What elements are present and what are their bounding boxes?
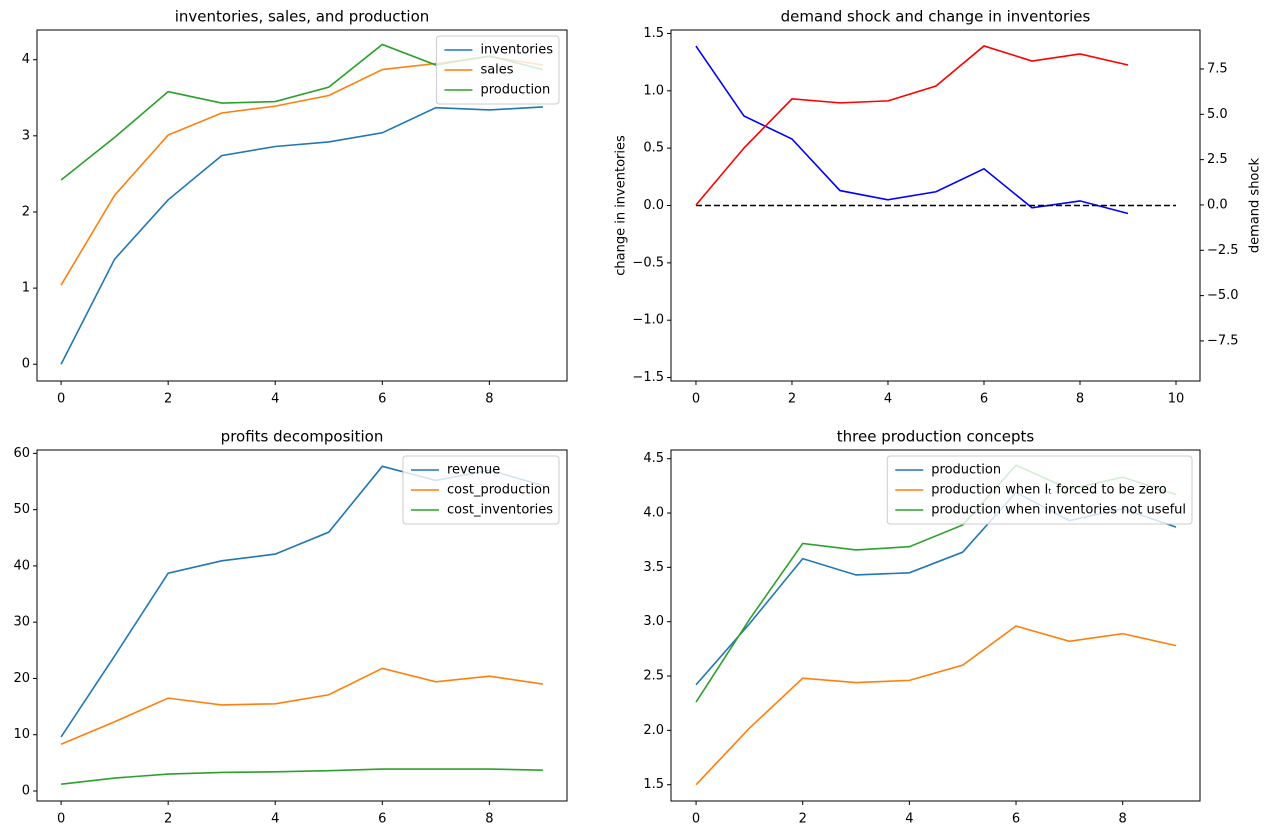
y2-axis-label: demand shock	[1248, 157, 1263, 253]
x-tick-label: 4	[884, 392, 892, 407]
subplot: demand shock and change in inventories 0 2…	[614, 8, 1263, 407]
legend-frame	[886, 455, 1193, 525]
subplot-title: three production concepts	[837, 428, 1035, 446]
x-tick-label: 8	[485, 392, 493, 407]
y-tick-label: 1.0	[643, 83, 664, 98]
x-tick-label: 8	[1076, 392, 1084, 407]
x-tick-label: 6	[1012, 812, 1020, 827]
subplot-title: inventories, sales, and production	[175, 8, 430, 26]
legend-label: production when Iₜ forced to be zero	[931, 483, 1167, 498]
y-tick-label: 2.0	[643, 723, 664, 738]
y-tick-label: 2	[22, 204, 30, 219]
x-tick-label: 2	[164, 392, 172, 407]
x-tick-label: 4	[905, 812, 913, 827]
y-tick-label: 1.5	[643, 777, 664, 792]
legend: production production when Iₜ forced to b…	[886, 455, 1193, 525]
legend-frame	[435, 35, 560, 105]
y-tick-label: 30	[13, 615, 30, 630]
legend: inventories sales production	[435, 35, 560, 105]
y-tick-label: 10	[13, 727, 30, 742]
x-tick-label: 6	[980, 392, 988, 407]
y-tick-label: 3	[22, 128, 30, 143]
y-tick-label: 4	[22, 52, 30, 67]
x-tick-label: 2	[164, 812, 172, 827]
legend: revenue cost_production cost_inventories	[402, 455, 560, 525]
legend-label: production	[931, 463, 1001, 478]
y-tick-label: 3.0	[643, 614, 664, 629]
y-tick-label: 60	[13, 446, 30, 461]
legend-label: inventories	[480, 43, 553, 58]
axes-frame	[36, 29, 568, 382]
y-tick-label: 4.0	[643, 506, 664, 521]
subplot: profits decomposition 0 2 4 6 8 0 10 20 30 40 50 60 r…	[13, 428, 568, 827]
series-line	[695, 45, 1129, 206]
y-tick-label: −1.5	[632, 370, 664, 385]
legend-label: production when inventories not useful	[931, 503, 1186, 518]
x-tick-label: 0	[57, 392, 65, 407]
y-axis-label: change in inventories	[614, 135, 629, 276]
x-tick-label: 6	[378, 812, 386, 827]
x-tick-label: 2	[799, 812, 807, 827]
y2-tick-label: −5.0	[1207, 288, 1239, 303]
y-tick-label: 3.5	[643, 560, 664, 575]
x-tick-label: 10	[1168, 392, 1185, 407]
subplot-title: demand shock and change in inventories	[781, 8, 1091, 26]
x-tick-label: 8	[1119, 812, 1127, 827]
axes-frame	[36, 449, 568, 802]
y2-tick-label: −2.5	[1207, 243, 1239, 258]
legend-label: production	[480, 83, 550, 98]
y-tick-label: 4.5	[643, 451, 664, 466]
subplot-title: profits decomposition	[221, 428, 384, 446]
axes-frame	[670, 449, 1201, 802]
y-tick-label: −0.5	[632, 255, 664, 270]
x-tick-label: 2	[788, 392, 796, 407]
y-tick-label: 50	[13, 502, 30, 517]
axes-frame	[670, 29, 1201, 382]
y2-tick-label: 2.5	[1207, 152, 1228, 167]
y2-tick-label: −7.5	[1207, 333, 1239, 348]
y-tick-label: −1.0	[632, 313, 664, 328]
y-tick-label: 1.5	[643, 26, 664, 41]
legend-label: cost_production	[447, 483, 550, 498]
x-tick-label: 8	[485, 812, 493, 827]
series-line	[60, 768, 543, 786]
series-line	[695, 625, 1177, 786]
y2-tick-label: 5.0	[1207, 107, 1228, 122]
y-tick-label: 1	[22, 281, 30, 296]
y2-tick-label: 0.0	[1207, 197, 1228, 212]
subplot: three production concepts 0 2 4 6 8 1.5 2.0 2.5 3…	[643, 428, 1201, 827]
y-tick-label: 2.5	[643, 669, 664, 684]
y-tick-label: 0	[22, 783, 30, 798]
legend-frame	[402, 455, 560, 525]
series-line	[695, 45, 1129, 215]
subplot: inventories, sales, and production 0 2 4 6 8 0…	[22, 8, 568, 407]
legend-label: sales	[480, 63, 513, 78]
legend-label: cost_inventories	[447, 503, 553, 518]
x-tick-label: 4	[271, 392, 279, 407]
y2-tick-label: 7.5	[1207, 61, 1228, 76]
y-tick-label: 0.5	[643, 141, 664, 156]
x-tick-label: 4	[271, 812, 279, 827]
y-tick-label: 0.0	[643, 198, 664, 213]
x-tick-label: 0	[692, 812, 700, 827]
x-tick-label: 0	[57, 812, 65, 827]
series-line	[60, 667, 544, 746]
y-tick-label: 40	[13, 558, 30, 573]
x-tick-label: 6	[378, 392, 386, 407]
legend-label: revenue	[447, 463, 500, 478]
y-tick-label: 20	[13, 671, 30, 686]
y-tick-label: 0	[22, 357, 30, 372]
x-tick-label: 0	[692, 392, 700, 407]
series-line	[60, 106, 543, 365]
